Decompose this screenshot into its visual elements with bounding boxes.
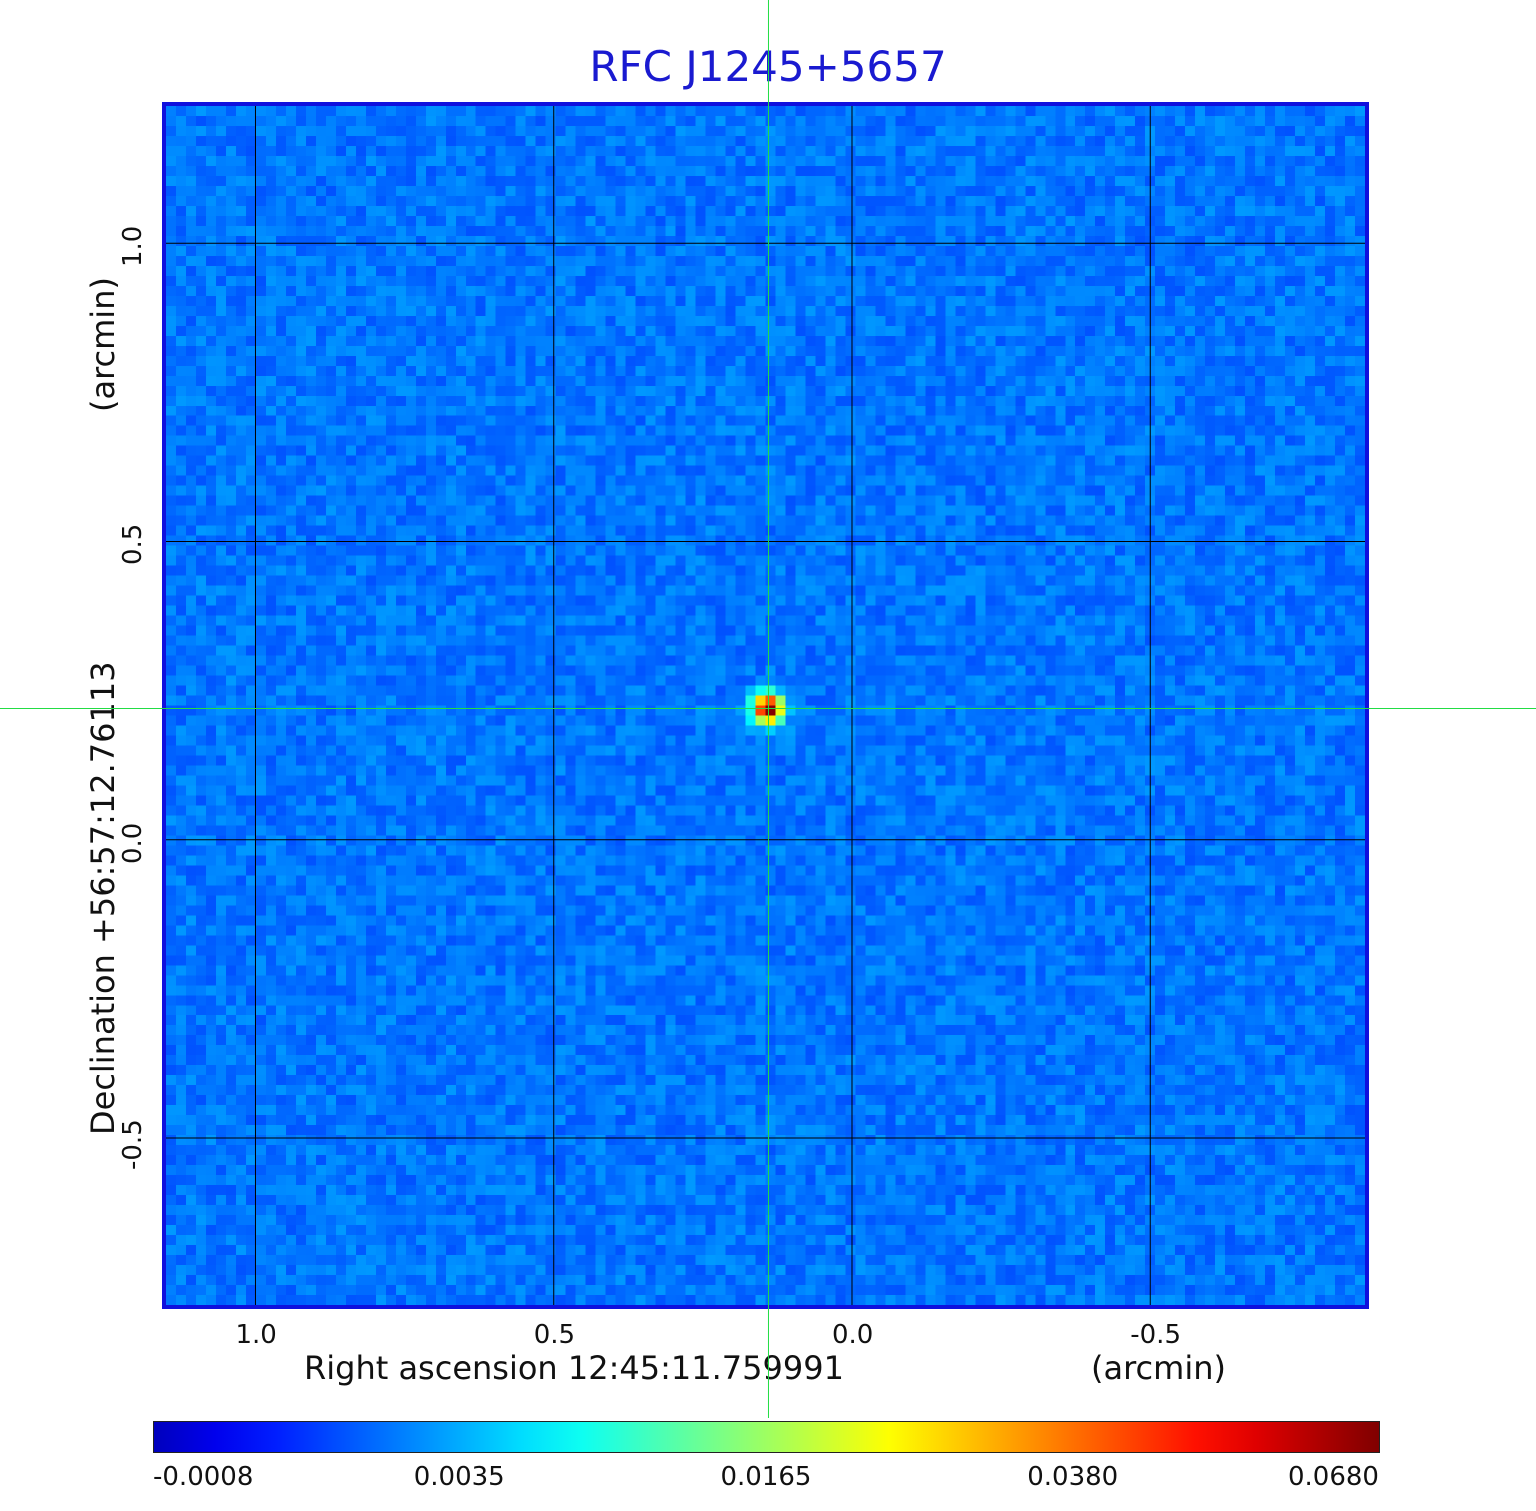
x-tick-label: 0.5 xyxy=(533,1320,576,1350)
colorbar-tick-label: 0.0680 xyxy=(1288,1462,1379,1492)
y-tick-label: 0.0 xyxy=(118,822,148,864)
y-tick-label: -0.5 xyxy=(118,1119,148,1170)
colorbar xyxy=(153,1421,1380,1453)
y-axis-unit: (arcmin) xyxy=(84,277,122,412)
chart-title: RFC J1245+5657 xyxy=(589,42,947,91)
x-axis-label: Right ascension 12:45:11.759991 xyxy=(304,1349,844,1387)
x-tick-label: -0.5 xyxy=(1130,1320,1181,1350)
x-axis-unit: (arcmin) xyxy=(1091,1349,1226,1387)
x-tick-label: 0.0 xyxy=(831,1320,874,1350)
x-tick-label: 1.0 xyxy=(235,1320,277,1350)
colorbar-tick-label: 0.0165 xyxy=(720,1462,812,1492)
colorbar-tick-label: 0.0380 xyxy=(1027,1462,1119,1492)
colorbar-tick-label: 0.0035 xyxy=(413,1462,505,1492)
y-axis-label: Declination +56:57:12.76113 xyxy=(84,661,122,1135)
y-tick-label: 1.0 xyxy=(118,225,148,268)
intensity-map xyxy=(166,106,1365,1305)
y-tick-label: 0.5 xyxy=(118,524,148,566)
colorbar-tick-label: -0.0008 xyxy=(153,1462,254,1492)
grid-overlay xyxy=(166,106,1365,1305)
image-frame[interactable] xyxy=(162,102,1369,1309)
